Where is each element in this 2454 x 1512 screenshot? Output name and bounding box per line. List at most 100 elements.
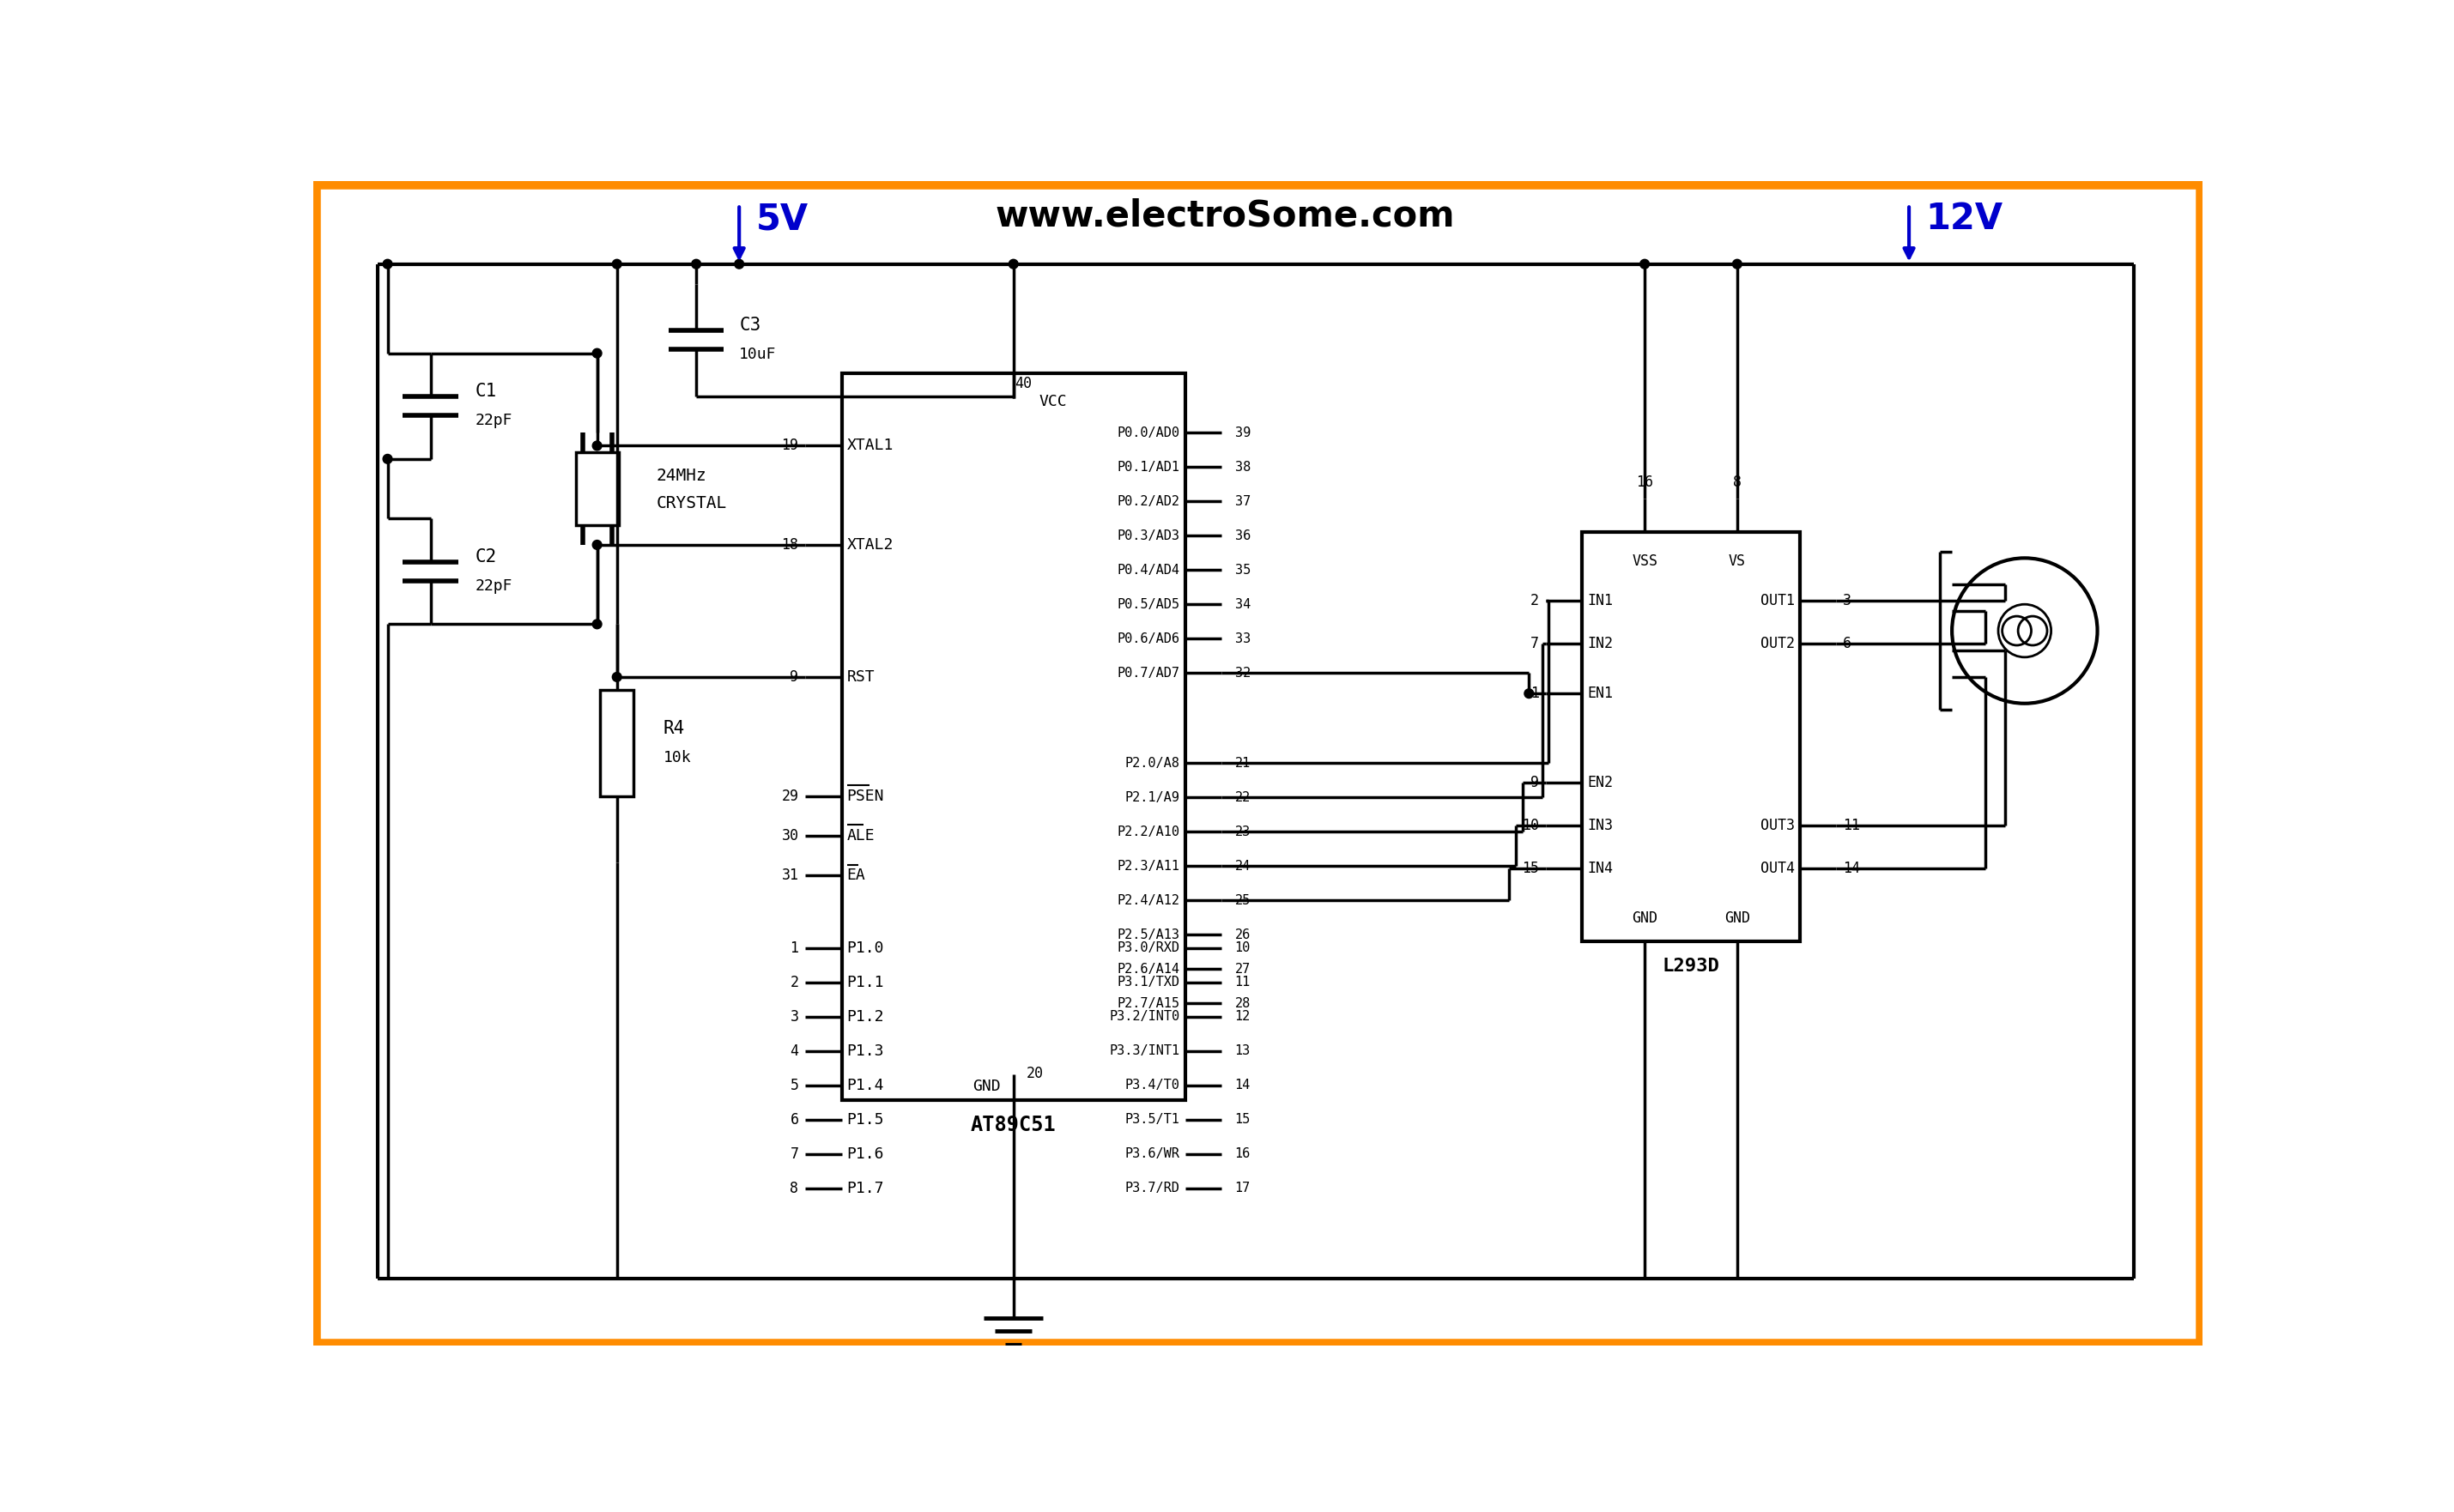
Text: 24: 24	[1234, 859, 1252, 872]
Text: 25: 25	[1234, 894, 1252, 907]
Circle shape	[614, 673, 621, 682]
Text: 11: 11	[1234, 975, 1252, 989]
Text: 20: 20	[1026, 1066, 1043, 1081]
Text: P0.3/AD3: P0.3/AD3	[1117, 529, 1180, 541]
Text: 7: 7	[790, 1146, 798, 1161]
Text: 21: 21	[1234, 756, 1252, 770]
Text: P2.7/A15: P2.7/A15	[1117, 996, 1180, 1010]
Text: 16: 16	[1637, 475, 1654, 490]
Text: 37: 37	[1234, 494, 1252, 508]
Text: PSEN: PSEN	[847, 788, 883, 804]
Text: 34: 34	[1234, 597, 1252, 611]
Text: 15: 15	[1234, 1113, 1252, 1126]
Text: P2.1/A9: P2.1/A9	[1126, 791, 1180, 804]
Text: 17: 17	[1234, 1182, 1252, 1194]
Bar	[601, 689, 633, 795]
Text: EN1: EN1	[1588, 686, 1612, 702]
Text: P3.7/RD: P3.7/RD	[1126, 1182, 1180, 1194]
Text: GND: GND	[972, 1080, 1001, 1095]
Text: ALE: ALE	[847, 829, 876, 844]
Text: 22: 22	[1234, 791, 1252, 804]
Text: AT89C51: AT89C51	[972, 1114, 1055, 1136]
Text: OUT4: OUT4	[1760, 860, 1794, 877]
Text: C2: C2	[476, 549, 498, 565]
Text: 5: 5	[790, 1078, 798, 1093]
Text: P2.6/A14: P2.6/A14	[1117, 963, 1180, 975]
Text: 5V: 5V	[756, 201, 807, 237]
Text: IN4: IN4	[1588, 860, 1612, 877]
Text: EA: EA	[847, 868, 866, 883]
Text: CRYSTAL: CRYSTAL	[658, 494, 726, 511]
Text: P1.2: P1.2	[847, 1009, 883, 1024]
Text: 9: 9	[790, 670, 798, 685]
Text: 8: 8	[790, 1181, 798, 1196]
Text: L293D: L293D	[1661, 957, 1720, 975]
Text: IN1: IN1	[1588, 593, 1612, 609]
Text: P0.7/AD7: P0.7/AD7	[1117, 667, 1180, 679]
Text: 18: 18	[780, 537, 798, 552]
Text: 39: 39	[1234, 426, 1252, 438]
Text: 3: 3	[790, 1009, 798, 1024]
Text: 9: 9	[1531, 776, 1539, 791]
Text: 11: 11	[1843, 818, 1860, 833]
Text: 16: 16	[1234, 1148, 1252, 1161]
Text: P2.5/A13: P2.5/A13	[1117, 928, 1180, 940]
Text: 8: 8	[1733, 475, 1742, 490]
Text: 38: 38	[1234, 461, 1252, 473]
Text: OUT1: OUT1	[1760, 593, 1794, 609]
Text: IN2: IN2	[1588, 637, 1612, 652]
Bar	[1583, 532, 1799, 942]
Text: P3.1/TXD: P3.1/TXD	[1117, 975, 1180, 989]
Text: 19: 19	[780, 438, 798, 454]
Text: EN2: EN2	[1588, 776, 1612, 791]
Circle shape	[734, 260, 744, 269]
Text: C1: C1	[476, 383, 498, 401]
Text: 6: 6	[1843, 637, 1850, 652]
Circle shape	[692, 260, 702, 269]
Text: 28: 28	[1234, 996, 1252, 1010]
Text: GND: GND	[1725, 910, 1750, 925]
Circle shape	[1733, 260, 1742, 269]
Text: 10uF: 10uF	[739, 346, 775, 363]
Text: 14: 14	[1234, 1080, 1252, 1092]
Text: 4: 4	[790, 1043, 798, 1058]
Text: XTAL1: XTAL1	[847, 438, 893, 454]
Text: P0.2/AD2: P0.2/AD2	[1117, 494, 1180, 508]
Text: P1.6: P1.6	[847, 1146, 883, 1161]
Text: P3.3/INT1: P3.3/INT1	[1109, 1045, 1180, 1057]
Text: 3: 3	[1843, 593, 1850, 609]
Circle shape	[1639, 260, 1649, 269]
Circle shape	[383, 260, 393, 269]
Text: P3.6/WR: P3.6/WR	[1126, 1148, 1180, 1161]
Text: P3.5/T1: P3.5/T1	[1126, 1113, 1180, 1126]
Circle shape	[1524, 689, 1534, 699]
Text: 22pF: 22pF	[476, 413, 513, 428]
Text: 13: 13	[1234, 1045, 1252, 1057]
Text: VSS: VSS	[1632, 553, 1656, 569]
Text: 35: 35	[1234, 564, 1252, 576]
Text: 7: 7	[1531, 637, 1539, 652]
Text: 36: 36	[1234, 529, 1252, 541]
Text: 10k: 10k	[663, 750, 692, 765]
Text: P3.0/RXD: P3.0/RXD	[1117, 942, 1180, 954]
Text: P1.1: P1.1	[847, 975, 883, 990]
Text: 12V: 12V	[1926, 201, 2002, 237]
Text: XTAL2: XTAL2	[847, 537, 893, 552]
Text: P3.4/T0: P3.4/T0	[1126, 1080, 1180, 1092]
Text: C3: C3	[739, 318, 761, 334]
Text: P1.7: P1.7	[847, 1181, 883, 1196]
Text: P1.4: P1.4	[847, 1078, 883, 1093]
Text: OUT3: OUT3	[1760, 818, 1794, 833]
Text: 15: 15	[1521, 860, 1539, 877]
Text: VCC: VCC	[1038, 393, 1067, 410]
Text: 2: 2	[1531, 593, 1539, 609]
Text: 1: 1	[790, 940, 798, 956]
Text: 12: 12	[1234, 1010, 1252, 1024]
Text: 32: 32	[1234, 667, 1252, 679]
Text: 33: 33	[1234, 632, 1252, 646]
Text: 29: 29	[780, 788, 798, 804]
Circle shape	[383, 454, 393, 464]
Text: 10: 10	[1521, 818, 1539, 833]
Text: P1.0: P1.0	[847, 940, 883, 956]
Text: P0.6/AD6: P0.6/AD6	[1117, 632, 1180, 646]
